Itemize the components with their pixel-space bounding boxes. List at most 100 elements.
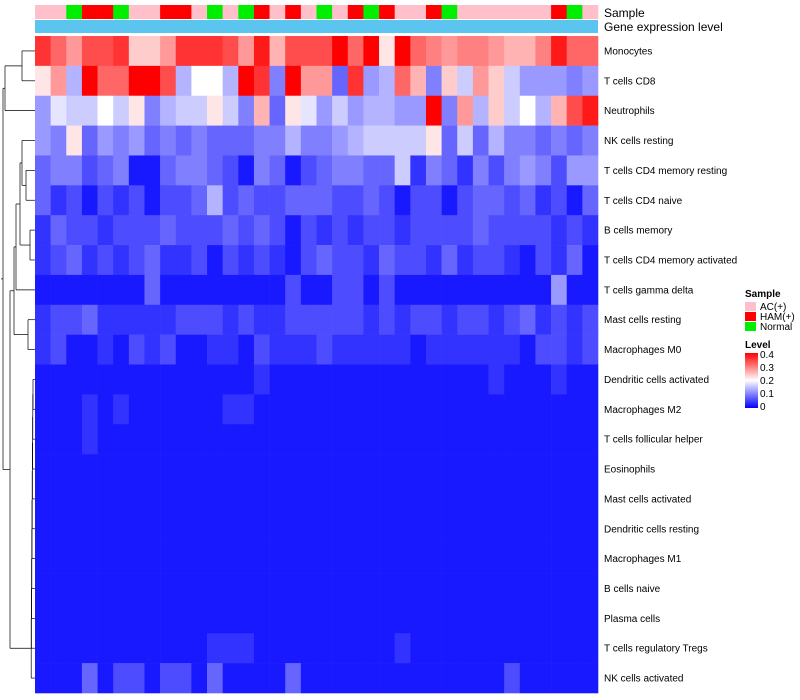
heatmap-cell [269, 364, 286, 395]
heatmap-cell [551, 155, 568, 186]
heatmap-cell [472, 603, 489, 634]
heatmap-cell [363, 155, 380, 186]
heatmap-cell [379, 36, 395, 67]
heatmap-cell [488, 483, 505, 515]
heatmap-cell [519, 454, 536, 485]
heatmap-cell [410, 65, 427, 97]
heatmap-cell [285, 603, 302, 634]
heatmap-cell [504, 274, 521, 306]
heatmap-cell [582, 65, 599, 97]
heatmap-cell [128, 245, 145, 276]
row-label: NK cells resting [604, 136, 673, 147]
heatmap-cell [191, 633, 208, 664]
heatmap-cell [144, 125, 161, 156]
heatmap-cell [113, 603, 130, 634]
row-label: NK cells activated [604, 674, 683, 685]
heatmap-cell [441, 663, 458, 694]
heatmap-cell [457, 663, 474, 694]
heatmap-cell [425, 573, 442, 604]
heatmap-cell [300, 65, 317, 97]
heatmap-cell [191, 483, 208, 515]
sample-annotation-cell [535, 5, 552, 19]
heatmap-cell [582, 603, 599, 634]
heatmap-cell [441, 185, 458, 216]
heatmap-cell [97, 155, 114, 186]
heatmap-cell [488, 65, 505, 97]
heatmap-cell [316, 513, 333, 544]
heatmap-cell [66, 663, 83, 694]
heatmap-cell [316, 573, 333, 604]
heatmap-cell [488, 215, 505, 246]
row-label: T cells gamma delta [604, 285, 694, 296]
heatmap-cell [566, 603, 583, 634]
heatmap-cell [207, 36, 223, 67]
heatmap-cell [50, 334, 67, 365]
heatmap-cell [379, 215, 395, 246]
heatmap-cell [582, 155, 599, 186]
heatmap-cell [144, 633, 161, 664]
heatmap-cell [519, 36, 536, 67]
row-label: T cells CD4 memory resting [604, 166, 727, 177]
heatmap-cell [566, 185, 583, 216]
heatmap-cell [144, 543, 161, 574]
heatmap-cell [35, 364, 51, 395]
heatmap-cell [300, 274, 317, 306]
heatmap-cell [285, 543, 302, 574]
heatmap-cell [457, 36, 474, 67]
heatmap-cell [300, 603, 317, 634]
heatmap-cell [35, 95, 51, 126]
heatmap-cell [285, 454, 302, 485]
heatmap-cell [50, 513, 67, 544]
heatmap-cell [504, 603, 521, 634]
heatmap-cell [253, 394, 270, 425]
heatmap-cell [128, 65, 145, 97]
heatmap-cell [347, 155, 364, 186]
heatmap-cell [269, 245, 286, 276]
heatmap-cell [504, 394, 521, 425]
heatmap-cell [394, 304, 411, 335]
heatmap-cell [535, 364, 552, 395]
row-label: T cells regulatory Tregs [604, 644, 708, 655]
legend-level-tick: 0.2 [760, 376, 774, 387]
heatmap-cell [472, 155, 489, 186]
heatmap-cell [332, 36, 349, 67]
sample-annotation-cell [191, 5, 208, 19]
heatmap-cell [394, 424, 411, 455]
heatmap-cell [300, 215, 317, 246]
sample-annotation-cell [519, 5, 536, 19]
heatmap-cell [394, 513, 411, 544]
heatmap-cell [582, 543, 599, 574]
heatmap-cell [488, 274, 505, 306]
heatmap-cell [128, 274, 145, 306]
heatmap-cell [128, 543, 145, 574]
heatmap-cell [488, 603, 505, 634]
heatmap-cell [425, 304, 442, 335]
heatmap-cell [394, 394, 411, 425]
heatmap-cell [97, 245, 114, 276]
heatmap-cell [144, 185, 161, 216]
heatmap-cell [191, 185, 208, 216]
heatmap-cell [410, 394, 427, 425]
heatmap-cell [191, 364, 208, 395]
sample-annotation-cell [175, 5, 192, 19]
heatmap-cell [50, 663, 67, 694]
heatmap-cell [394, 215, 411, 246]
heatmap-cell [504, 245, 521, 276]
heatmap-cell [238, 603, 255, 634]
heatmap-cell [300, 543, 317, 574]
heatmap-cell [300, 304, 317, 335]
heatmap-cell [535, 424, 552, 455]
heatmap-cell [191, 65, 208, 97]
heatmap-cell [97, 274, 114, 306]
heatmap-cell [269, 513, 286, 544]
sample-annotation-cell [551, 5, 568, 19]
heatmap-cell [457, 245, 474, 276]
heatmap-cell [535, 603, 552, 634]
heatmap-cell [472, 364, 489, 395]
heatmap-cell [50, 215, 67, 246]
heatmap-cell [457, 394, 474, 425]
heatmap-cell [81, 483, 98, 515]
heatmap-cell [472, 573, 489, 604]
heatmap-cell [97, 513, 114, 544]
heatmap-cell [285, 334, 302, 365]
